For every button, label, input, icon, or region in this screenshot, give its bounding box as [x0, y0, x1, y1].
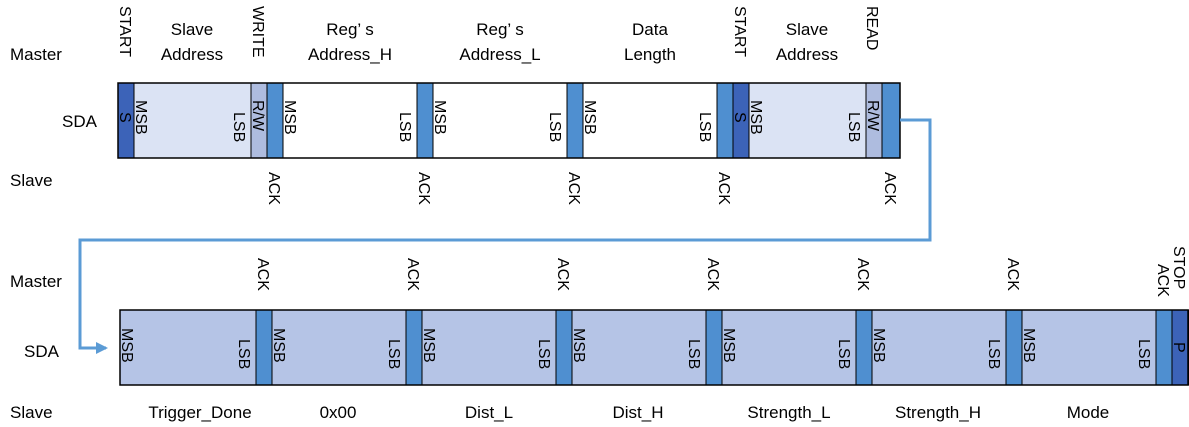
ack-label: ACK	[881, 172, 898, 205]
bit-lsb: LSB	[685, 339, 702, 369]
label-slave: Slave	[786, 20, 829, 39]
data-byte	[721, 309, 857, 386]
stop-label: STOP	[1170, 246, 1187, 289]
ack-label: ACK	[415, 172, 432, 205]
ack-bit	[255, 309, 273, 386]
ack-bit	[405, 309, 423, 386]
label-read: READ	[863, 6, 880, 50]
bit-lsb: LSB	[230, 112, 247, 142]
bit-msb: MSB	[570, 328, 587, 363]
bit-rw: R/W	[249, 100, 266, 132]
slave-address-byte	[133, 82, 252, 159]
read-frame-outline	[119, 309, 1189, 386]
byte-label: Dist_H	[612, 403, 663, 422]
bit-rw: R/W	[864, 100, 881, 132]
bit-lsb: LSB	[1135, 339, 1152, 369]
data-length-byte	[582, 82, 718, 159]
ack-label: ACK	[265, 172, 282, 205]
bit-lsb: LSB	[985, 339, 1002, 369]
byte-label: 0x00	[320, 403, 357, 422]
ack-bit	[416, 82, 434, 159]
data-byte	[119, 309, 257, 386]
bit-msb: MSB	[431, 100, 448, 135]
ack-bit	[266, 82, 284, 159]
ack-bit	[855, 309, 873, 386]
row-label-master: Master	[10, 272, 62, 291]
bit-lsb: LSB	[546, 112, 563, 142]
ack-label: ACK	[1004, 258, 1021, 291]
bit-lsb: LSB	[696, 112, 713, 142]
byte-label: Strength_L	[747, 403, 830, 422]
label-data: Data	[632, 20, 668, 39]
label-address: Address	[776, 45, 838, 64]
ack-bit	[705, 309, 723, 386]
ack-bit	[716, 82, 734, 159]
data-byte	[1021, 309, 1157, 386]
row-label-sda: SDA	[62, 112, 98, 131]
ack-label: ACK	[704, 258, 721, 291]
ack-bit	[1005, 309, 1023, 386]
bit-lsb: LSB	[845, 112, 862, 142]
row-label-master: Master	[10, 45, 62, 64]
ack-bit	[566, 82, 584, 159]
ack-bit	[881, 82, 901, 159]
connector-arrow	[78, 118, 932, 354]
byte-label: Strength_H	[895, 403, 981, 422]
bit-msb: MSB	[420, 328, 437, 363]
bit-msb: MSB	[281, 100, 298, 135]
ack-label: ACK	[254, 258, 271, 291]
ack-label: ACK	[1154, 264, 1171, 297]
bit-lsb: LSB	[396, 112, 413, 142]
label-address-h: Address_H	[308, 45, 392, 64]
bit-s: S	[731, 112, 748, 123]
bit-msb: MSB	[118, 328, 135, 363]
bit-msb: MSB	[720, 328, 737, 363]
bit-msb: MSB	[1020, 328, 1037, 363]
read-frame	[119, 309, 1189, 386]
write-frame	[117, 82, 901, 159]
label-address: Address	[161, 45, 223, 64]
ack-label: ACK	[565, 172, 582, 205]
ack-label: ACK	[554, 258, 571, 291]
bit-lsb: LSB	[235, 339, 252, 369]
bit-msb: MSB	[270, 328, 287, 363]
ack-label: ACK	[715, 172, 732, 205]
bit-msb: MSB	[747, 100, 764, 135]
row-label-slave: Slave	[10, 171, 53, 190]
row-label-slave: Slave	[10, 403, 53, 422]
bit-lsb: LSB	[535, 339, 552, 369]
bit-lsb: LSB	[385, 339, 402, 369]
data-byte	[421, 309, 557, 386]
bit-lsb: LSB	[835, 339, 852, 369]
label-restart: START	[731, 6, 748, 57]
byte-label: Trigger_Done	[148, 403, 251, 422]
label-length: Length	[624, 45, 676, 64]
byte-label: Mode	[1067, 403, 1110, 422]
bit-p: P	[1170, 342, 1187, 353]
ack-label: ACK	[404, 258, 421, 291]
slave-address-byte	[748, 82, 867, 159]
bit-msb: MSB	[870, 328, 887, 363]
row-label-sda: SDA	[24, 342, 60, 361]
label-slave: Slave	[171, 20, 214, 39]
ack-bit	[1155, 309, 1173, 386]
data-byte	[271, 309, 407, 386]
label-address-l: Address_L	[459, 45, 540, 64]
label-write: WRITE	[249, 6, 266, 58]
bit-s: S	[116, 112, 133, 123]
bit-msb: MSB	[581, 100, 598, 135]
label-reg-h: Reg’ s	[326, 20, 374, 39]
byte-label: Dist_L	[465, 403, 513, 422]
ack-label: ACK	[854, 258, 871, 291]
label-start: START	[116, 6, 133, 57]
label-reg-l: Reg’ s	[476, 20, 524, 39]
ack-bit	[555, 309, 573, 386]
bit-msb: MSB	[132, 100, 149, 135]
